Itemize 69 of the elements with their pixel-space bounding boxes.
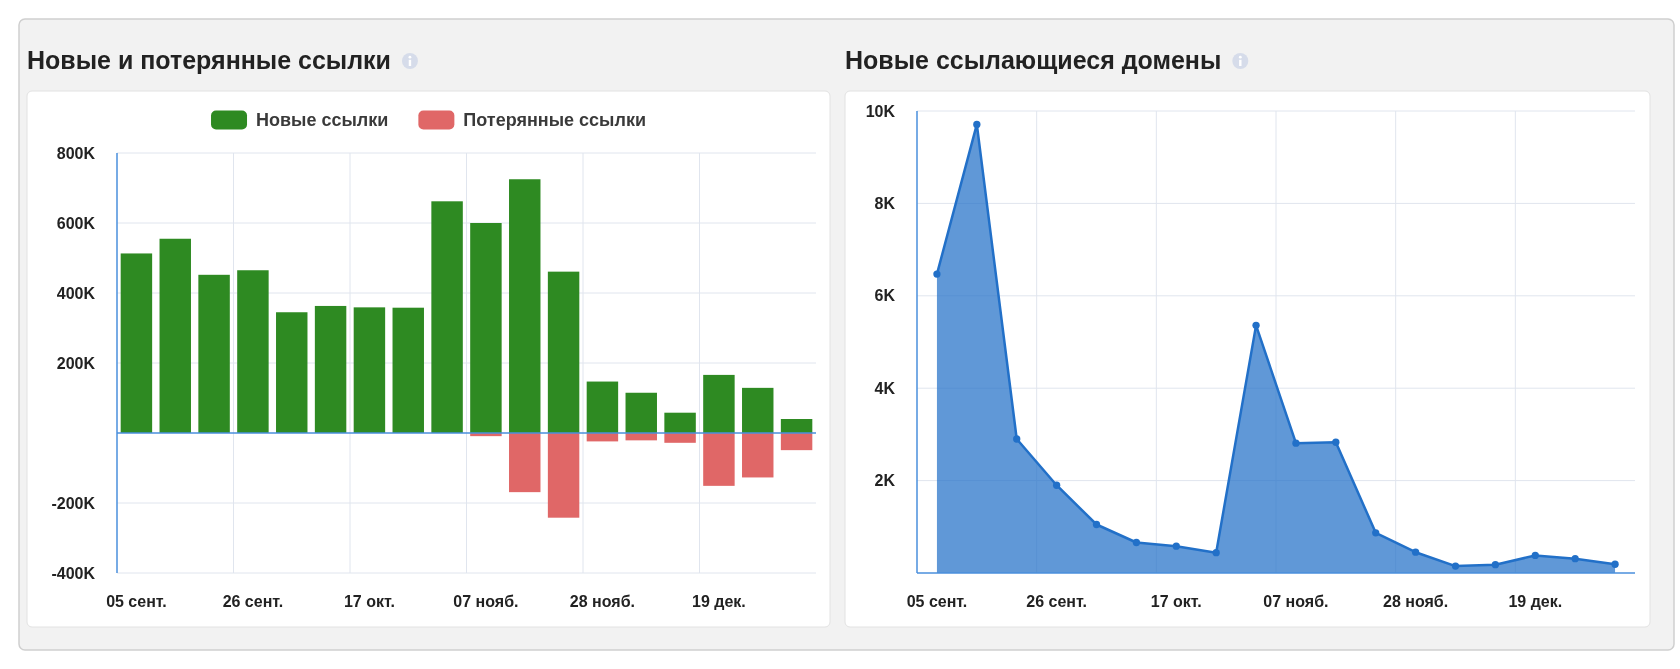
bar	[237, 270, 269, 433]
x-tick-label: 19 дек.	[1508, 592, 1563, 610]
point	[1172, 542, 1180, 550]
y-tick-label: 2K	[874, 472, 896, 490]
y-tick-label: 600K	[56, 214, 96, 232]
bar	[664, 433, 696, 443]
bar	[703, 374, 735, 433]
point	[1411, 548, 1420, 556]
bar	[625, 392, 657, 433]
y-tick-label: 200K	[56, 354, 96, 372]
x-tick-label: 17 окт.	[343, 592, 395, 610]
y-tick-label: 800K	[56, 144, 96, 162]
x-tick-label: 28 нояб.	[569, 592, 635, 610]
chart-title: Новые ссылающиеся домены	[845, 45, 1222, 74]
bar	[353, 307, 386, 433]
y-tick-label: 8K	[874, 195, 896, 212]
y-tick-label: -200K	[51, 494, 96, 512]
bar	[742, 433, 774, 478]
y-tick-label: 4K	[874, 379, 896, 397]
bar	[314, 305, 347, 433]
point	[1451, 562, 1460, 570]
bar	[703, 433, 735, 486]
y-tick-label: -400K	[51, 564, 96, 582]
bar	[780, 419, 813, 433]
x-tick-label: 17 окт.	[1150, 592, 1202, 610]
point	[1212, 549, 1220, 557]
bar	[470, 223, 502, 433]
point	[1092, 520, 1101, 529]
point	[1252, 321, 1260, 330]
y-tick-label: 6K	[874, 287, 896, 305]
x-tick-label: 26 сент.	[222, 592, 284, 610]
bar	[276, 312, 308, 433]
x-tick-label: 26 сент.	[1026, 592, 1087, 610]
legend-label: Новые ссылки	[256, 110, 389, 131]
point	[1292, 439, 1300, 447]
bar	[509, 433, 541, 493]
x-tick-label: 28 нояб.	[1383, 592, 1449, 610]
bar	[198, 274, 230, 433]
bar	[547, 433, 580, 518]
point	[1372, 529, 1380, 537]
point	[1491, 561, 1500, 569]
bar	[547, 271, 580, 433]
x-tick-label: 19 дек.	[692, 592, 746, 610]
y-tick-label: 10K	[865, 102, 896, 120]
point	[1611, 560, 1619, 568]
y-tick-label: 400K	[56, 284, 96, 302]
point	[1332, 438, 1340, 446]
x-tick-label: 05 сент.	[906, 592, 968, 610]
bar	[120, 253, 153, 433]
legend-label: Потерянные ссылки	[463, 110, 646, 131]
point	[1531, 551, 1539, 560]
chart-title: Новые и потерянные ссылки	[27, 45, 391, 74]
x-tick-label: 07 нояб.	[1263, 592, 1329, 610]
bar	[586, 381, 619, 433]
point	[933, 270, 941, 278]
bar	[159, 238, 191, 433]
point	[1132, 538, 1141, 547]
bar	[431, 201, 463, 433]
bar	[780, 433, 813, 451]
bar	[392, 307, 424, 433]
point	[1052, 481, 1061, 489]
x-tick-label: 07 нояб.	[453, 592, 519, 610]
x-tick-label: 05 сент.	[106, 592, 167, 610]
point	[1571, 555, 1579, 563]
bar	[664, 412, 696, 433]
bar	[742, 387, 774, 433]
point	[1013, 435, 1021, 443]
point	[973, 120, 981, 129]
bar	[509, 179, 541, 433]
